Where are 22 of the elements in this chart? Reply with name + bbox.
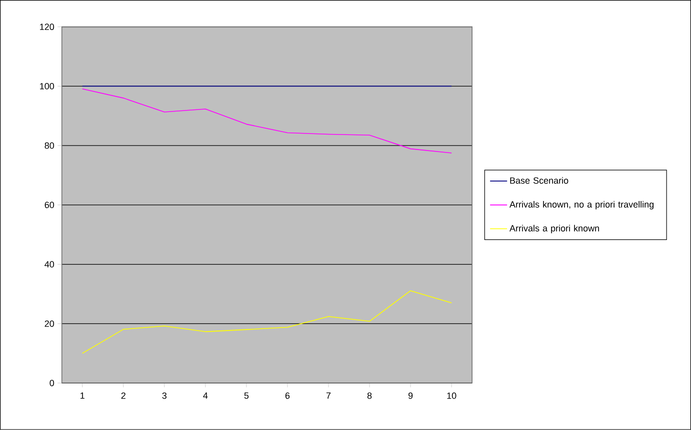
y-tick-label: 20 [44,320,54,327]
y-tick-label: 60 [44,202,54,208]
x-tick-label: 2 [121,392,126,399]
line-series [82,290,452,354]
y-tick-label: 80 [44,142,54,149]
x-tick-label: 7 [326,392,331,399]
y-tick-label: 0 [50,380,54,386]
x-tick-label: 9 [408,392,413,399]
x-tick-label: 1 [80,392,84,399]
legend-label: Arrivals known, no a priori travelling [510,201,654,210]
x-tick-label: 5 [244,392,249,399]
y-tick-label: 40 [44,261,54,268]
x-tick-label: 4 [203,392,208,399]
y-tick-label: 100 [40,83,54,90]
y-tick-label: 120 [40,24,54,30]
x-tick-label: 8 [367,392,372,399]
x-tick-label: 6 [285,392,290,399]
legend-label: Arrivals a priori known [510,224,599,234]
legend-label: Base Scenario [510,177,568,184]
line-series [82,88,452,154]
x-tick-label: 10 [447,392,456,399]
x-tick-label: 3 [162,392,167,399]
